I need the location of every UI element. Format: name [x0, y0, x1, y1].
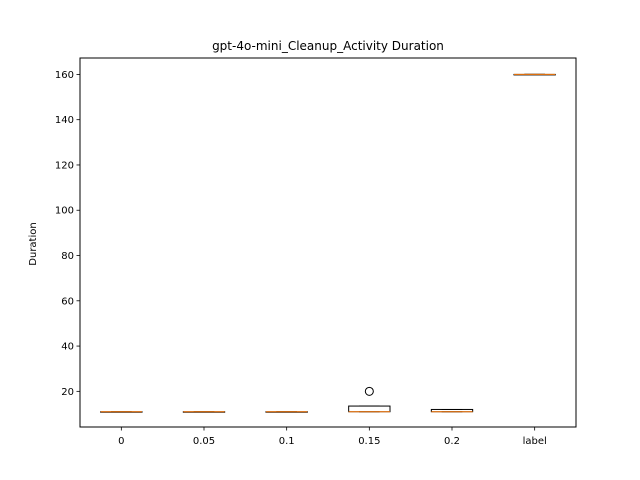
y-tick-label: 100 [55, 206, 74, 217]
outlier-point [364, 386, 374, 396]
plot-area: 20 40 60 80 100 120 140 160 0 0.05 0.1 0.15 0.2 label [55, 70, 556, 447]
x-tick-label: 0 [118, 436, 124, 447]
y-tick-label: 20 [61, 387, 74, 398]
iqr-box [348, 405, 391, 413]
x-tick-label: 0.1 [279, 436, 295, 447]
y-tick-label: 40 [61, 342, 74, 353]
x-tick-label: label [523, 436, 547, 447]
y-axis-label: Duration [28, 222, 39, 265]
y-tick-label: 160 [55, 70, 74, 81]
y-tick-label: 60 [61, 296, 74, 307]
axes-frame [79, 57, 577, 428]
x-tick-label: 0.2 [444, 436, 460, 447]
y-tick-label: 140 [55, 115, 74, 126]
x-tick-label: 0.15 [358, 436, 380, 447]
y-tick-label: 80 [61, 251, 74, 262]
x-tick-label: 0.05 [193, 436, 215, 447]
chart-title: gpt-4o-mini_Cleanup_Activity Duration [212, 39, 444, 53]
y-tick-label: 120 [55, 160, 74, 171]
